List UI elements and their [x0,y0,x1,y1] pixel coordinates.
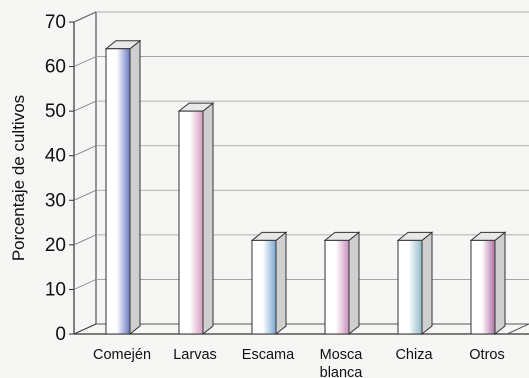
y-tick-label: 10 [45,279,66,300]
gridline-depth [73,100,97,112]
y-axis-ticks: 0 10 20 30 40 50 60 70 [45,12,74,345]
bar [104,39,142,336]
y-tick-label: 30 [45,190,66,211]
bar-side [494,231,506,336]
bar-side [421,231,433,336]
gridlines [73,11,529,290]
bar-front [397,239,423,335]
bar-front [324,239,350,335]
x-tick-label: Escama [242,347,295,363]
bar [469,231,507,336]
depth-edge-bottom [73,323,97,335]
y-axis-label: Porcentaje de cultivos [9,95,28,261]
bar-side [129,39,141,336]
bar-side [348,231,360,336]
gridline-depth [73,279,97,290]
y-tick-label: 0 [55,324,66,345]
bar [177,102,215,336]
gridline-depth [73,234,97,246]
bar-front [105,48,131,335]
x-axis-ticks: Comején Larvas Escama Mosca blanca Chiza Otros [93,347,505,378]
x-tick-label: Otros [469,347,504,363]
x-tick-label: Larvas [173,347,217,363]
x-tick-label: Chiza [395,347,433,363]
chart-frame [73,11,529,335]
bar-side [275,231,287,336]
gridline-depth [73,145,97,157]
bar-front [178,110,204,335]
gridline-depth [73,56,97,67]
bars [104,39,507,336]
x-tick-label: Comején [93,347,151,363]
gridline-depth [73,189,97,201]
y-tick-label: 50 [45,101,66,122]
bar-side [202,102,214,336]
y-tick-label: 60 [45,57,66,78]
floor-right-edge [506,323,529,335]
x-tick-label: Mosca blanca [320,347,364,378]
bar-front [470,239,496,335]
bar-front [251,239,277,335]
gridline-depth [73,11,97,23]
bar [396,231,434,336]
y-tick-label: 20 [45,235,66,256]
bar [250,231,288,336]
bar [323,231,361,336]
y-tick-label: 70 [45,12,66,33]
y-tick-label: 40 [45,146,66,167]
